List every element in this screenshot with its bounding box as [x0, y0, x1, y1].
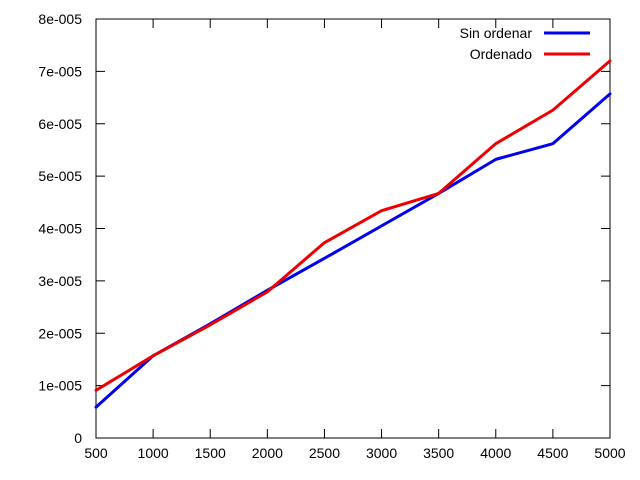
- legend: Sin ordenar Ordenado: [460, 25, 590, 62]
- y-tick-label: 1e-005: [38, 378, 82, 394]
- y-tick-label: 8e-005: [38, 11, 82, 27]
- y-tick-label: 5e-005: [38, 168, 82, 184]
- y-tick-label: 6e-005: [38, 116, 82, 132]
- series-line-sin-ordenar: [94, 92, 612, 409]
- legend-label: Sin ordenar: [460, 25, 533, 41]
- legend-label: Ordenado: [470, 46, 532, 62]
- y-tick-label: 7e-005: [38, 63, 82, 79]
- y-tick-label: 3e-005: [38, 273, 82, 289]
- axis-ticks: 500 1000 1500 2000 2500 3000 3500 4000 4500 5000 0…: [38, 11, 625, 461]
- x-tick-label: 2000: [252, 445, 283, 461]
- x-tick-label: 4000: [480, 445, 511, 461]
- series-line-ordenado: [94, 59, 612, 392]
- x-tick-label: 2500: [309, 445, 340, 461]
- x-tick-label: 4500: [537, 445, 568, 461]
- x-tick-label: 1500: [195, 445, 226, 461]
- y-tick-label: 2e-005: [38, 325, 82, 341]
- x-tick-label: 500: [84, 445, 108, 461]
- y-tick-label: 0: [74, 430, 82, 446]
- x-tick-label: 5000: [594, 445, 625, 461]
- y-tick-label: 4e-005: [38, 221, 82, 237]
- x-tick-label: 3000: [366, 445, 397, 461]
- series-layer: [94, 59, 612, 409]
- x-tick-label: 1000: [138, 445, 169, 461]
- plot-frame: [95, 18, 611, 439]
- x-tick-label: 3500: [423, 445, 454, 461]
